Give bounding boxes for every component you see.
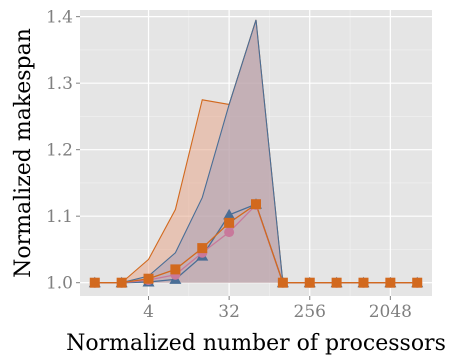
y-tick-label: 1.4	[46, 8, 73, 28]
y-tick-label: 1.3	[46, 74, 73, 94]
x-axis: 4 32 256 2048	[143, 296, 412, 322]
square-point	[197, 243, 208, 254]
square-point	[170, 264, 181, 275]
series-markers	[88, 198, 424, 288]
y-axis-title: Normalized makespan	[11, 28, 36, 278]
square-point	[412, 277, 423, 288]
x-tick-label: 32	[218, 302, 240, 322]
triangle-point	[223, 208, 236, 220]
square-point	[331, 277, 342, 288]
square-point	[224, 217, 235, 228]
band-fill-2	[94, 19, 418, 283]
square-point	[277, 277, 288, 288]
circle-point	[224, 227, 235, 238]
square-point	[304, 277, 315, 288]
x-tick-label: 2048	[369, 302, 412, 322]
x-axis-title: Normalized number of processors	[66, 331, 446, 356]
y-tick-label: 1.1	[46, 207, 73, 227]
square-point	[251, 199, 261, 210]
square-point	[143, 273, 154, 284]
square-point	[116, 277, 127, 288]
square-point	[358, 277, 369, 288]
y-axis: 1.0 1.1 1.2 1.3 1.4	[46, 8, 80, 294]
x-tick-label: 256	[294, 302, 326, 322]
square-point	[385, 277, 396, 288]
y-tick-label: 1.2	[46, 141, 73, 161]
square-point	[89, 277, 100, 288]
x-tick-label: 4	[143, 302, 154, 322]
y-tick-label: 1.0	[46, 274, 73, 294]
